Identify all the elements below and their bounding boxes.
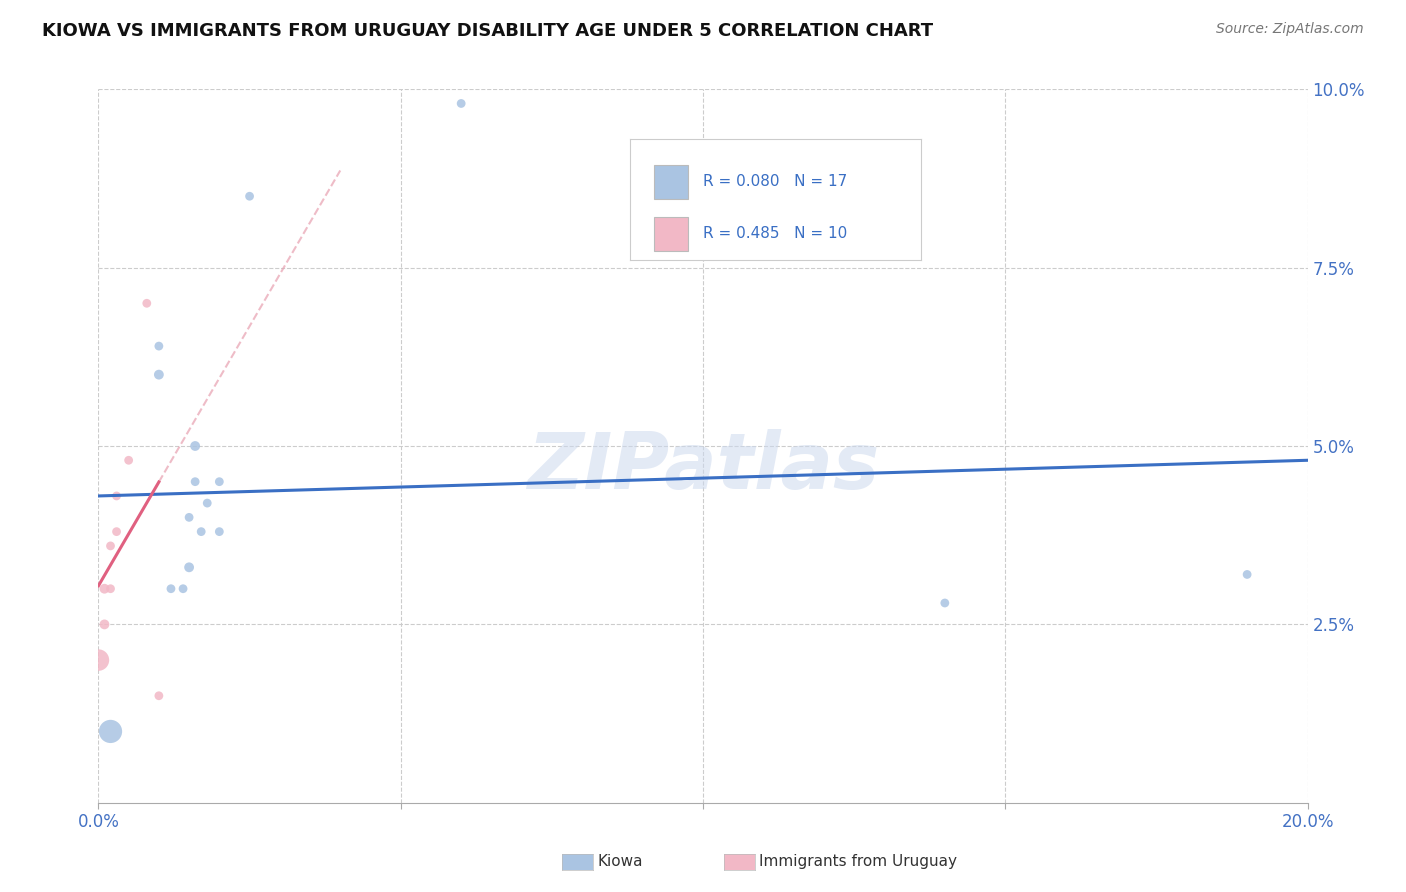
- Point: [450, 96, 472, 111]
- Point: [118, 453, 141, 467]
- Point: [105, 524, 128, 539]
- Point: [93, 582, 115, 596]
- Point: [172, 582, 194, 596]
- Point: [135, 296, 157, 310]
- Text: ZIPatlas: ZIPatlas: [527, 429, 879, 506]
- Bar: [654, 217, 689, 251]
- Point: [1236, 567, 1258, 582]
- Text: KIOWA VS IMMIGRANTS FROM URUGUAY DISABILITY AGE UNDER 5 CORRELATION CHART: KIOWA VS IMMIGRANTS FROM URUGUAY DISABIL…: [42, 22, 934, 40]
- Point: [160, 582, 183, 596]
- Point: [184, 475, 207, 489]
- Text: Source: ZipAtlas.com: Source: ZipAtlas.com: [1216, 22, 1364, 37]
- Point: [195, 496, 218, 510]
- Point: [208, 475, 231, 489]
- Point: [148, 339, 170, 353]
- Point: [934, 596, 956, 610]
- Point: [100, 724, 122, 739]
- Point: [105, 489, 128, 503]
- Point: [93, 617, 115, 632]
- Point: [190, 524, 212, 539]
- Bar: [654, 165, 689, 199]
- Text: Kiowa: Kiowa: [598, 855, 643, 869]
- Text: R = 0.485   N = 10: R = 0.485 N = 10: [703, 227, 848, 241]
- Text: R = 0.080   N = 17: R = 0.080 N = 17: [703, 174, 848, 189]
- Point: [148, 689, 170, 703]
- Point: [179, 510, 201, 524]
- Point: [100, 582, 122, 596]
- Text: Immigrants from Uruguay: Immigrants from Uruguay: [759, 855, 957, 869]
- Point: [239, 189, 262, 203]
- Point: [87, 653, 110, 667]
- Point: [184, 439, 207, 453]
- Point: [208, 524, 231, 539]
- Point: [148, 368, 170, 382]
- Point: [179, 560, 201, 574]
- Point: [100, 539, 122, 553]
